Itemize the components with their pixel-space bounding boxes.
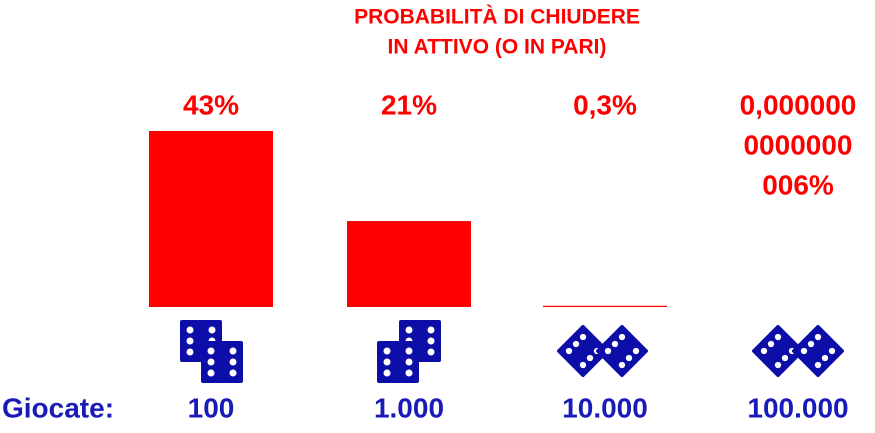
- value-label: 0,000000: [740, 89, 857, 120]
- value-label: 43%: [183, 89, 239, 120]
- chart-title: PROBABILITÀ DI CHIUDERE: [354, 6, 640, 29]
- value-label: 0000000: [743, 129, 852, 160]
- value-label: 21%: [381, 89, 437, 120]
- chart-title: IN ATTIVO (O IN PARI): [388, 36, 607, 59]
- bar: [149, 131, 273, 307]
- value-label: 0,3%: [573, 89, 637, 120]
- x-tick-label: 100.000: [747, 392, 848, 423]
- bar: [347, 221, 471, 307]
- dice-icons: [180, 320, 845, 383]
- x-tick-label: 1.000: [374, 392, 444, 423]
- x-axis-label: Giocate:: [2, 392, 114, 423]
- x-tick-label: 100: [188, 392, 235, 423]
- value-label: 006%: [762, 169, 834, 200]
- bar: [543, 305, 667, 307]
- x-tick-label: 10.000: [562, 392, 648, 423]
